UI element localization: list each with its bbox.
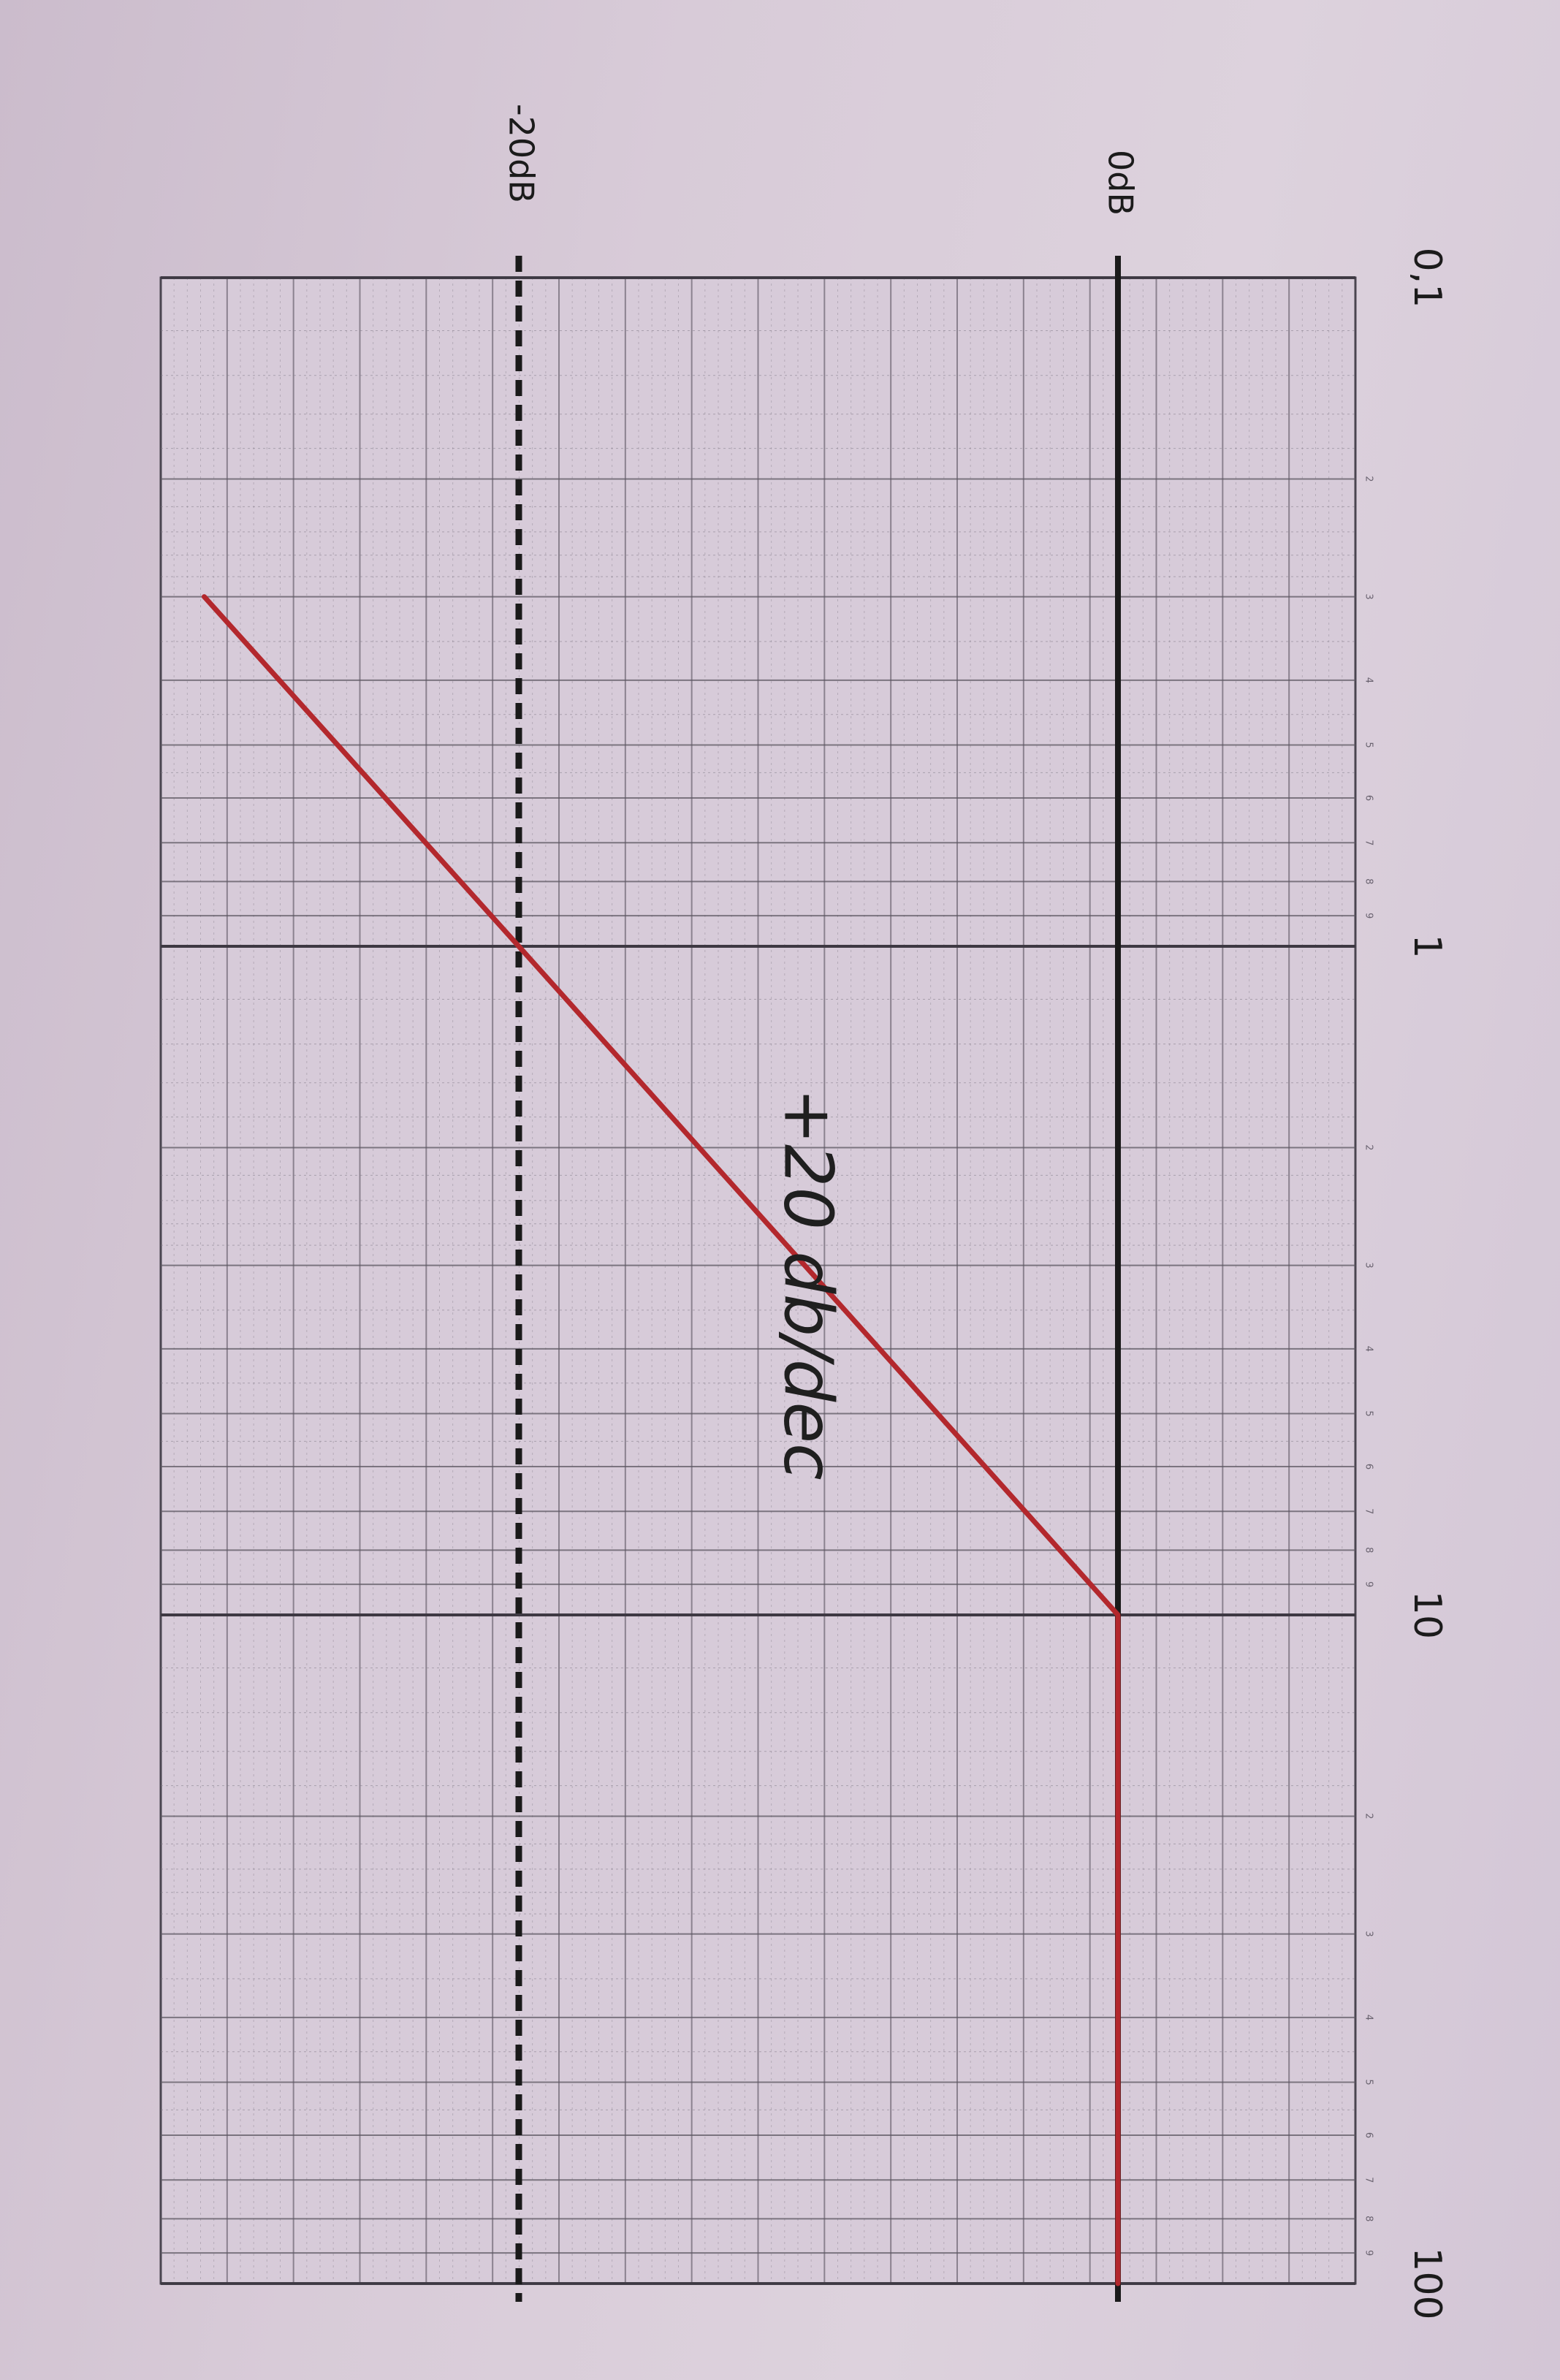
labels: 2 3 4 5 6 7 8 9 2 3 4 5 6 7 8 9 2 3 4 5 6 7 8 9 0dB -20dB 0,1 1 10 10…: [502, 104, 1450, 2320]
annotation-slope: +20 db/dec: [769, 1088, 848, 1480]
minor-tick-label: 7: [1363, 2177, 1374, 2183]
ref-label-0db: 0dB: [1101, 150, 1141, 216]
ref-label-minus20db: -20dB: [502, 104, 541, 203]
minor-tick-label: 9: [1363, 1581, 1374, 1587]
series-point: [517, 945, 520, 948]
x-tick-label: 100: [1405, 2247, 1449, 2319]
minor-tick-label: 9: [1363, 2250, 1374, 2256]
minor-tick-label: 4: [1363, 2015, 1374, 2020]
minor-tick-label: 4: [1363, 1346, 1374, 1352]
minor-tick-label: 3: [1363, 593, 1374, 599]
minor-tick-label: 9: [1363, 913, 1374, 919]
minor-tick-label: 2: [1363, 476, 1374, 482]
minor-tick-label: 7: [1363, 1508, 1374, 1514]
series-layer: [202, 594, 1121, 2286]
minor-tick-label: 2: [1363, 1813, 1374, 1819]
graph-paper-grid: [159, 276, 1357, 2285]
x-tick-label: 0,1: [1405, 248, 1449, 308]
minor-tick-label: 8: [1363, 878, 1374, 884]
x-tick-label: 1: [1405, 934, 1449, 958]
minor-tick-label: 5: [1363, 1410, 1374, 1416]
series-line: [202, 594, 1121, 2286]
series-point: [202, 595, 206, 598]
minor-tick-label: 6: [1363, 2132, 1374, 2138]
series-point: [1116, 2282, 1119, 2285]
minor-tick-label: 3: [1363, 1262, 1374, 1268]
minor-tick-label: 8: [1363, 2216, 1374, 2221]
minor-tick-label: 4: [1363, 677, 1374, 683]
minor-tick-label: 7: [1363, 840, 1374, 845]
minor-tick-label: 6: [1363, 795, 1374, 801]
minor-tick-label: 6: [1363, 1464, 1374, 1470]
minor-tick-label: 5: [1363, 742, 1374, 748]
minor-tick-label: 5: [1363, 2079, 1374, 2085]
minor-tick-label: 3: [1363, 1931, 1374, 1936]
minor-tick-label: 8: [1363, 1547, 1374, 1553]
x-tick-label: 10: [1405, 1591, 1449, 1639]
minor-tick-label: 2: [1363, 1144, 1374, 1150]
series-point: [1116, 1613, 1119, 1616]
